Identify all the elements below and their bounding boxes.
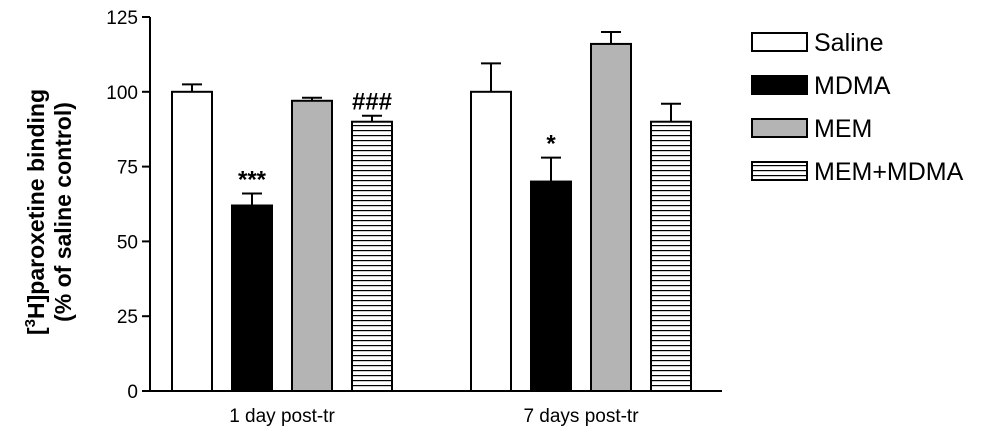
y-tick-label: 100 [106,83,138,104]
legend-swatch [751,118,808,138]
bar-mem-mdma-2 [650,120,692,392]
significance-label: * [546,131,556,158]
y-axis-ticks: 0 25 50 75 100 125 [106,8,150,403]
legend: Saline MDMA MEM MEM+MDMA [751,29,964,186]
y-axis-title-line1: [3H]paroxetine binding [22,89,49,335]
bar-mem-mdma-1 [351,120,393,392]
bar-saline-2 [470,90,512,393]
x-axis-labels: 1 day post-tr 7 days post-tr [229,406,639,427]
bar-saline-1 [171,90,213,393]
y-axis-title-line2: (% of saline control) [50,102,76,322]
bar-mdma-2 [530,180,572,392]
bar-mem-2 [590,42,632,392]
x-category-label: 7 days post-tr [523,406,639,427]
significance-label: *** [238,167,267,194]
bars-group: ****### [171,30,692,393]
legend-label: Saline [814,29,884,57]
y-tick-label: 75 [117,158,138,179]
y-tick-label: 50 [117,232,138,253]
y-axis-title: [3H]paroxetine binding (% of saline cont… [22,89,76,335]
legend-label: MEM [814,115,872,143]
legend-swatch [751,161,808,181]
bar-mdma-1 [231,204,273,392]
legend-swatch [751,32,808,52]
legend-label: MEM+MDMA [814,158,964,186]
y-tick-label: 25 [117,307,138,328]
bar-mem-1 [291,99,333,392]
significance-label: ### [352,89,392,116]
legend-swatch [751,75,808,95]
y-tick-label: 125 [106,8,138,29]
legend-label: MDMA [814,72,891,100]
y-tick-label: 0 [127,382,138,403]
x-category-label: 1 day post-tr [229,406,335,427]
